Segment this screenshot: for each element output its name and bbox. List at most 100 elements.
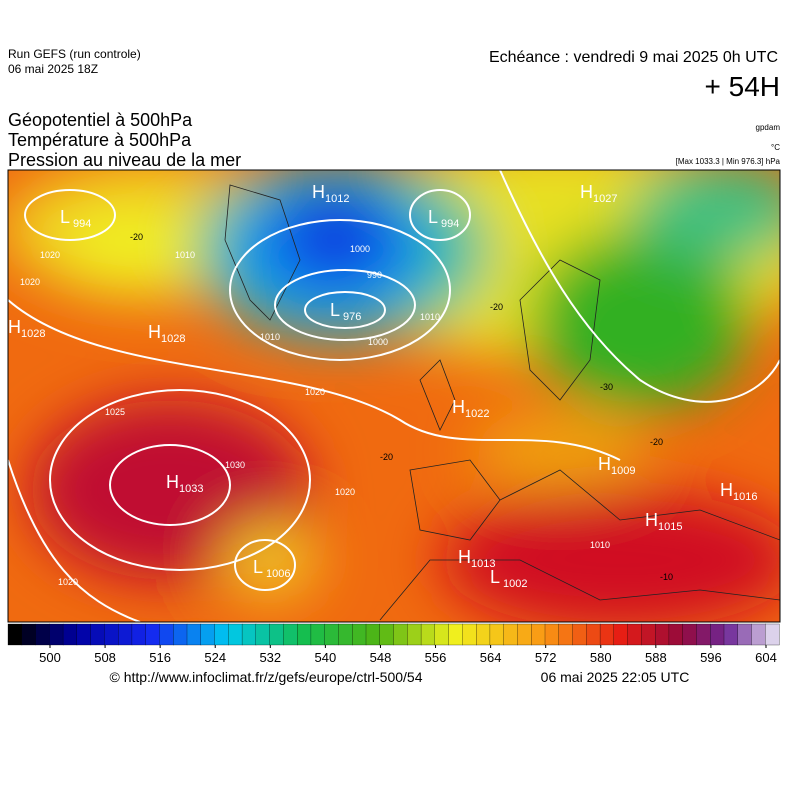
colorbar-swatch [7,623,23,646]
colorbar-swatch [765,623,780,646]
colorbar-swatch [255,623,271,646]
colorbar-swatch [159,623,174,646]
center-value: 1015 [658,521,682,533]
isobar-label: 1010 [590,540,610,550]
isobar-label: 1020 [20,277,40,287]
colorbar-swatch [269,623,284,646]
run-date: 06 mai 2025 18Z [8,62,98,76]
center-value: 1012 [325,193,349,205]
center-kind: H [452,397,465,417]
center-value: 994 [73,218,91,230]
valid-time: Echéance : vendredi 9 mai 2025 0h UTC [489,49,778,66]
colorbar-swatch [558,623,573,646]
temperature-label: -20 [490,302,503,312]
center-kind: L [330,300,340,320]
center-kind: H [645,510,658,530]
isobar-label: 1010 [420,312,440,322]
colorbar-swatch [476,623,491,646]
center-value: 1009 [611,465,635,477]
colorbar-swatch [641,623,656,646]
coastlines [224,184,780,621]
colorbar-tick-label: 532 [259,650,281,665]
colorbar-swatch [297,623,312,646]
center-value: 1027 [593,193,617,205]
colorbar: 500 508 516 524 532 540 548 556 564 572 580 588 596 6… [7,623,780,665]
center-value: 994 [441,218,459,230]
center-kind: H [8,317,21,337]
colorbar-swatch [668,623,684,646]
isobar-label: 1025 [105,407,125,417]
unit: °C [771,143,780,152]
colorbar-swatch [737,623,752,646]
colorbar-tick-label: 564 [480,650,502,665]
center-value: 976 [343,311,361,323]
temperature-label: -10 [660,572,673,582]
colorbar-swatch [310,623,326,646]
colorbar-swatch [723,623,739,646]
temperature-label: -20 [130,232,143,242]
colorbar-swatch [352,623,367,646]
colorbar-swatch [35,623,50,646]
isobar-label: 1020 [335,487,355,497]
center-value: 1022 [465,408,489,420]
center-kind: H [458,547,471,567]
source-url: © http://www.infoclimat.fr/z/gefs/europe… [109,669,422,685]
colorbar-swatch [448,623,463,646]
temperature-field [8,170,780,622]
isobars [8,170,780,622]
colorbar-tick-label: 508 [94,650,116,665]
isobar-label: 1030 [225,460,245,470]
colorbar-swatch [407,623,422,646]
colorbar-swatch [655,623,670,646]
colorbar-swatch [118,623,133,646]
colorbar-tick-label: 588 [645,650,667,665]
isobar-label: 1020 [40,250,60,260]
colorbar-swatch [434,623,450,646]
center-kind: H [580,182,593,202]
colorbar-tick-label: 500 [39,650,61,665]
colorbar-swatch [586,623,601,646]
colorbar-swatch [531,623,546,646]
colorbar-swatch [393,623,408,646]
center-kind: H [598,454,611,474]
colorbar-tick-label: 540 [315,650,337,665]
temperature-label: -20 [380,452,393,462]
unit: [Max 1033.3 | Min 976.3] hPa [676,157,781,166]
colorbar-swatch [599,623,615,646]
colorbar-swatch [21,623,36,646]
colorbar-swatch [613,623,629,646]
colorbar-tick-label: 572 [535,650,557,665]
colorbar-swatch [379,623,394,646]
colorbar-swatch [324,623,339,646]
colorbar-swatch [710,623,725,646]
center-value: 1028 [161,333,185,345]
colorbar-swatch [365,623,381,646]
colorbar-tick-label: 548 [370,650,392,665]
center-kind: H [720,480,733,500]
center-kind: H [312,182,325,202]
temperature-label: -30 [600,382,613,392]
isobar-label: 1010 [260,332,280,342]
colorbar-tick-label: 556 [425,650,447,665]
colorbar-swatch [420,623,436,646]
colorbar-swatch [696,623,711,646]
colorbar-tick-label: 580 [590,650,612,665]
colorbar-swatch [131,623,147,646]
center-value: 1033 [179,483,203,495]
colorbar-tick-label: 596 [700,650,722,665]
isobar-label: 1010 [175,250,195,260]
unit: gpdam [756,123,781,132]
colorbar-swatch [517,623,532,646]
colorbar-swatch [200,623,215,646]
title: Pression au niveau de la mer [8,150,241,170]
colorbar-swatch [462,623,477,646]
colorbar-tick-label: 604 [755,650,777,665]
center-value: 1016 [733,491,757,503]
center-value: 1013 [471,558,495,570]
colorbar-swatch [104,623,119,646]
title: Géopotentiel à 500hPa [8,110,193,130]
colorbar-swatch [228,623,243,646]
colorbar-swatch [186,623,202,646]
colorbar-swatch [751,623,766,646]
